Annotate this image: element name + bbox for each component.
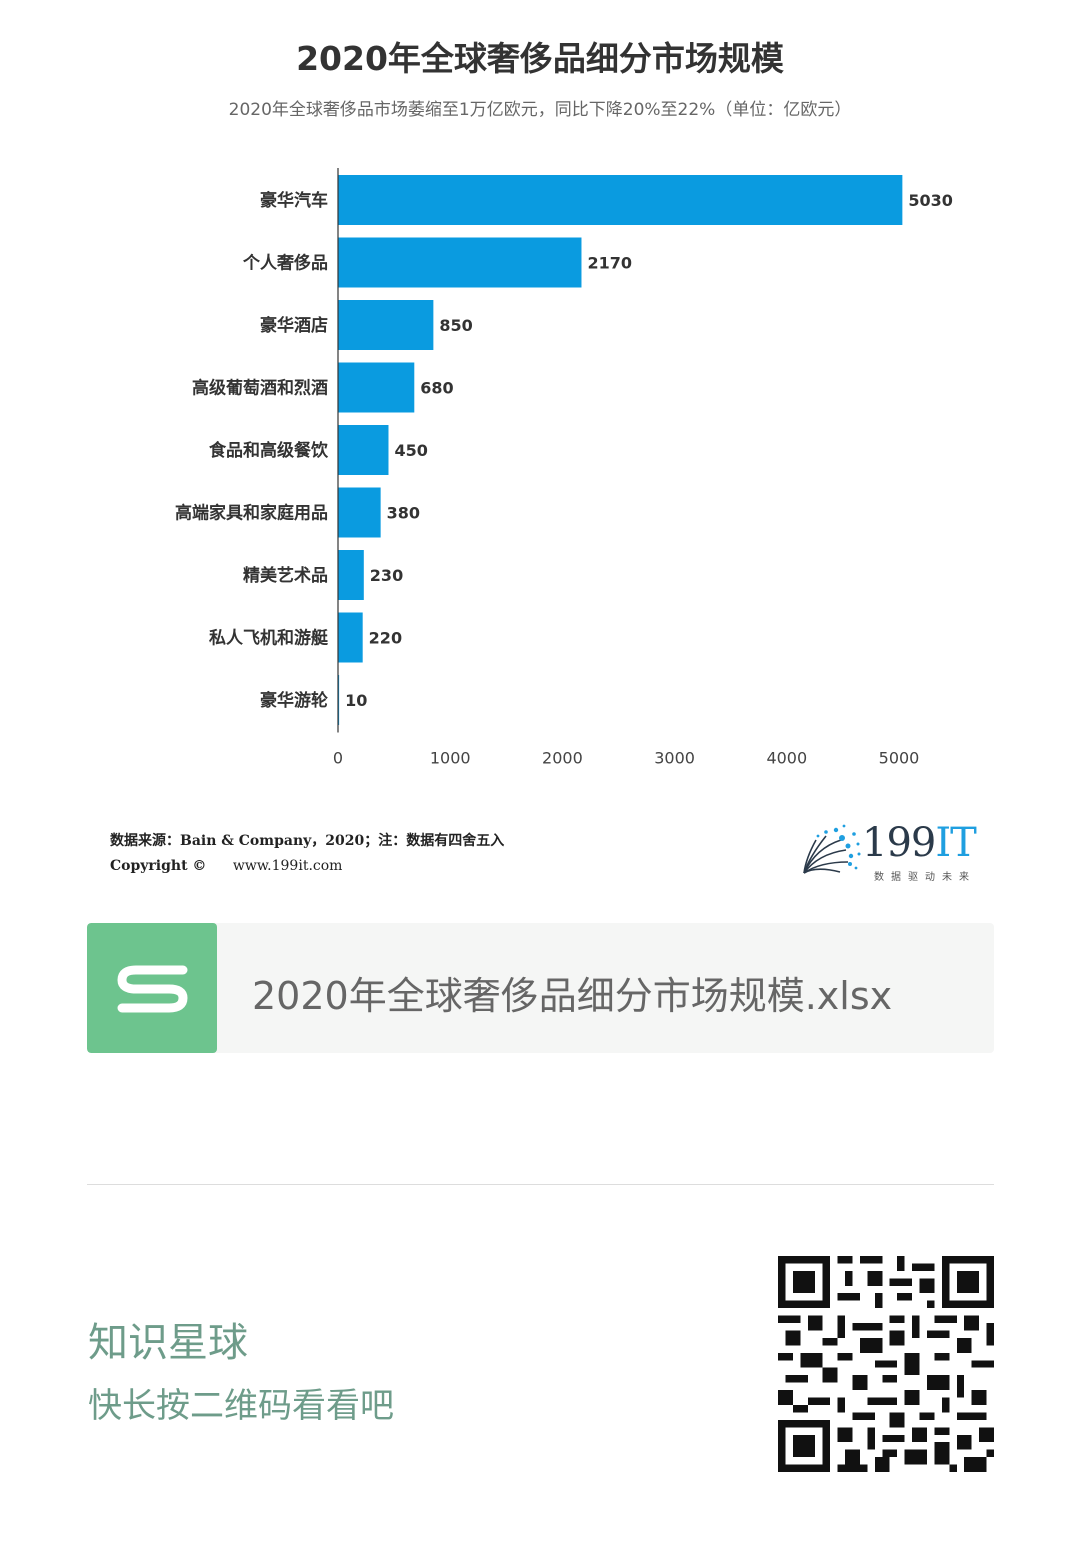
file-attachment-card[interactable]: 2020年全球奢侈品细分市场规模.xlsx	[87, 923, 994, 1053]
bar-cat-7	[338, 612, 363, 663]
category-label-cat-8: 豪华游轮	[260, 690, 328, 711]
value-label-cat-3: 680	[420, 379, 453, 398]
category-label-cat-4: 食品和高级餐饮	[209, 440, 329, 461]
spreadsheet-s-icon	[87, 923, 217, 1053]
category-label-cat-5: 高端家具和家庭用品	[175, 503, 328, 524]
bar-chart: 豪华汽车 5030 个人奢侈品 2170 豪华酒店 850 高级葡萄酒和烈酒 680 食品和高级…	[175, 168, 953, 768]
promo-subtitle: 快长按二维码看看吧	[88, 1386, 394, 1426]
value-label-cat-7: 220	[369, 629, 402, 648]
category-label-cat-1: 个人奢侈品	[242, 253, 328, 274]
logo-it: IT	[935, 820, 976, 866]
chart-title: 2020年全球奢侈品细分市场规模	[296, 39, 784, 78]
value-label-cat-5: 380	[387, 504, 420, 523]
bar-cat-2	[338, 300, 434, 350]
x-tick-label-1000: 1000	[430, 749, 471, 768]
category-label-cat-7: 私人飞机和游艇	[209, 628, 328, 649]
bar-cat-4	[338, 425, 389, 475]
x-tick-label-0: 0	[333, 749, 343, 768]
bar-cat-1	[338, 237, 582, 288]
x-tick-label-3000: 3000	[654, 749, 695, 768]
category-label-cat-3: 高级葡萄酒和烈酒	[192, 378, 328, 399]
value-label-cat-2: 850	[439, 316, 472, 335]
bar-cat-6	[338, 550, 364, 600]
bar-cat-5	[338, 487, 381, 538]
divider	[87, 1184, 994, 1185]
promo-title: 知识星球	[88, 1320, 248, 1366]
qr-code-icon[interactable]	[778, 1256, 994, 1472]
bar-cat-0	[338, 175, 903, 225]
value-label-cat-1: 2170	[587, 254, 632, 273]
logo-number: 199	[862, 820, 936, 866]
dandelion-logo-icon	[803, 824, 861, 874]
value-label-cat-8: 10	[345, 691, 367, 710]
website-text: www.199it.com	[232, 858, 343, 874]
value-label-cat-4: 450	[394, 441, 427, 460]
x-tick-label-2000: 2000	[542, 749, 583, 768]
source-note: 数据来源：Bain & Company，2020；注：数据有四舍五入	[110, 833, 505, 849]
category-label-cat-2: 豪华酒店	[260, 315, 328, 336]
logo-slogan: 数据驱动未来	[874, 872, 976, 883]
x-tick-label-5000: 5000	[879, 749, 920, 768]
copyright-line: Copyright © www.199it.com	[110, 858, 342, 874]
value-label-cat-6: 230	[370, 566, 403, 585]
value-label-cat-0: 5030	[908, 191, 953, 210]
brand-logo: 199IT 数据驱动未来	[796, 818, 986, 888]
chart-subtitle: 2020年全球奢侈品市场萎缩至1万亿欧元，同比下降20%至22%（单位：亿欧元）	[228, 100, 852, 120]
file-name: 2020年全球奢侈品细分市场规模.xlsx	[252, 974, 893, 1018]
copyright-label: Copyright ©	[110, 858, 207, 874]
x-tick-label-4000: 4000	[766, 749, 807, 768]
bar-cat-3	[338, 362, 415, 413]
category-label-cat-0: 豪华汽车	[260, 190, 328, 211]
category-label-cat-6: 精美艺术品	[243, 565, 328, 586]
